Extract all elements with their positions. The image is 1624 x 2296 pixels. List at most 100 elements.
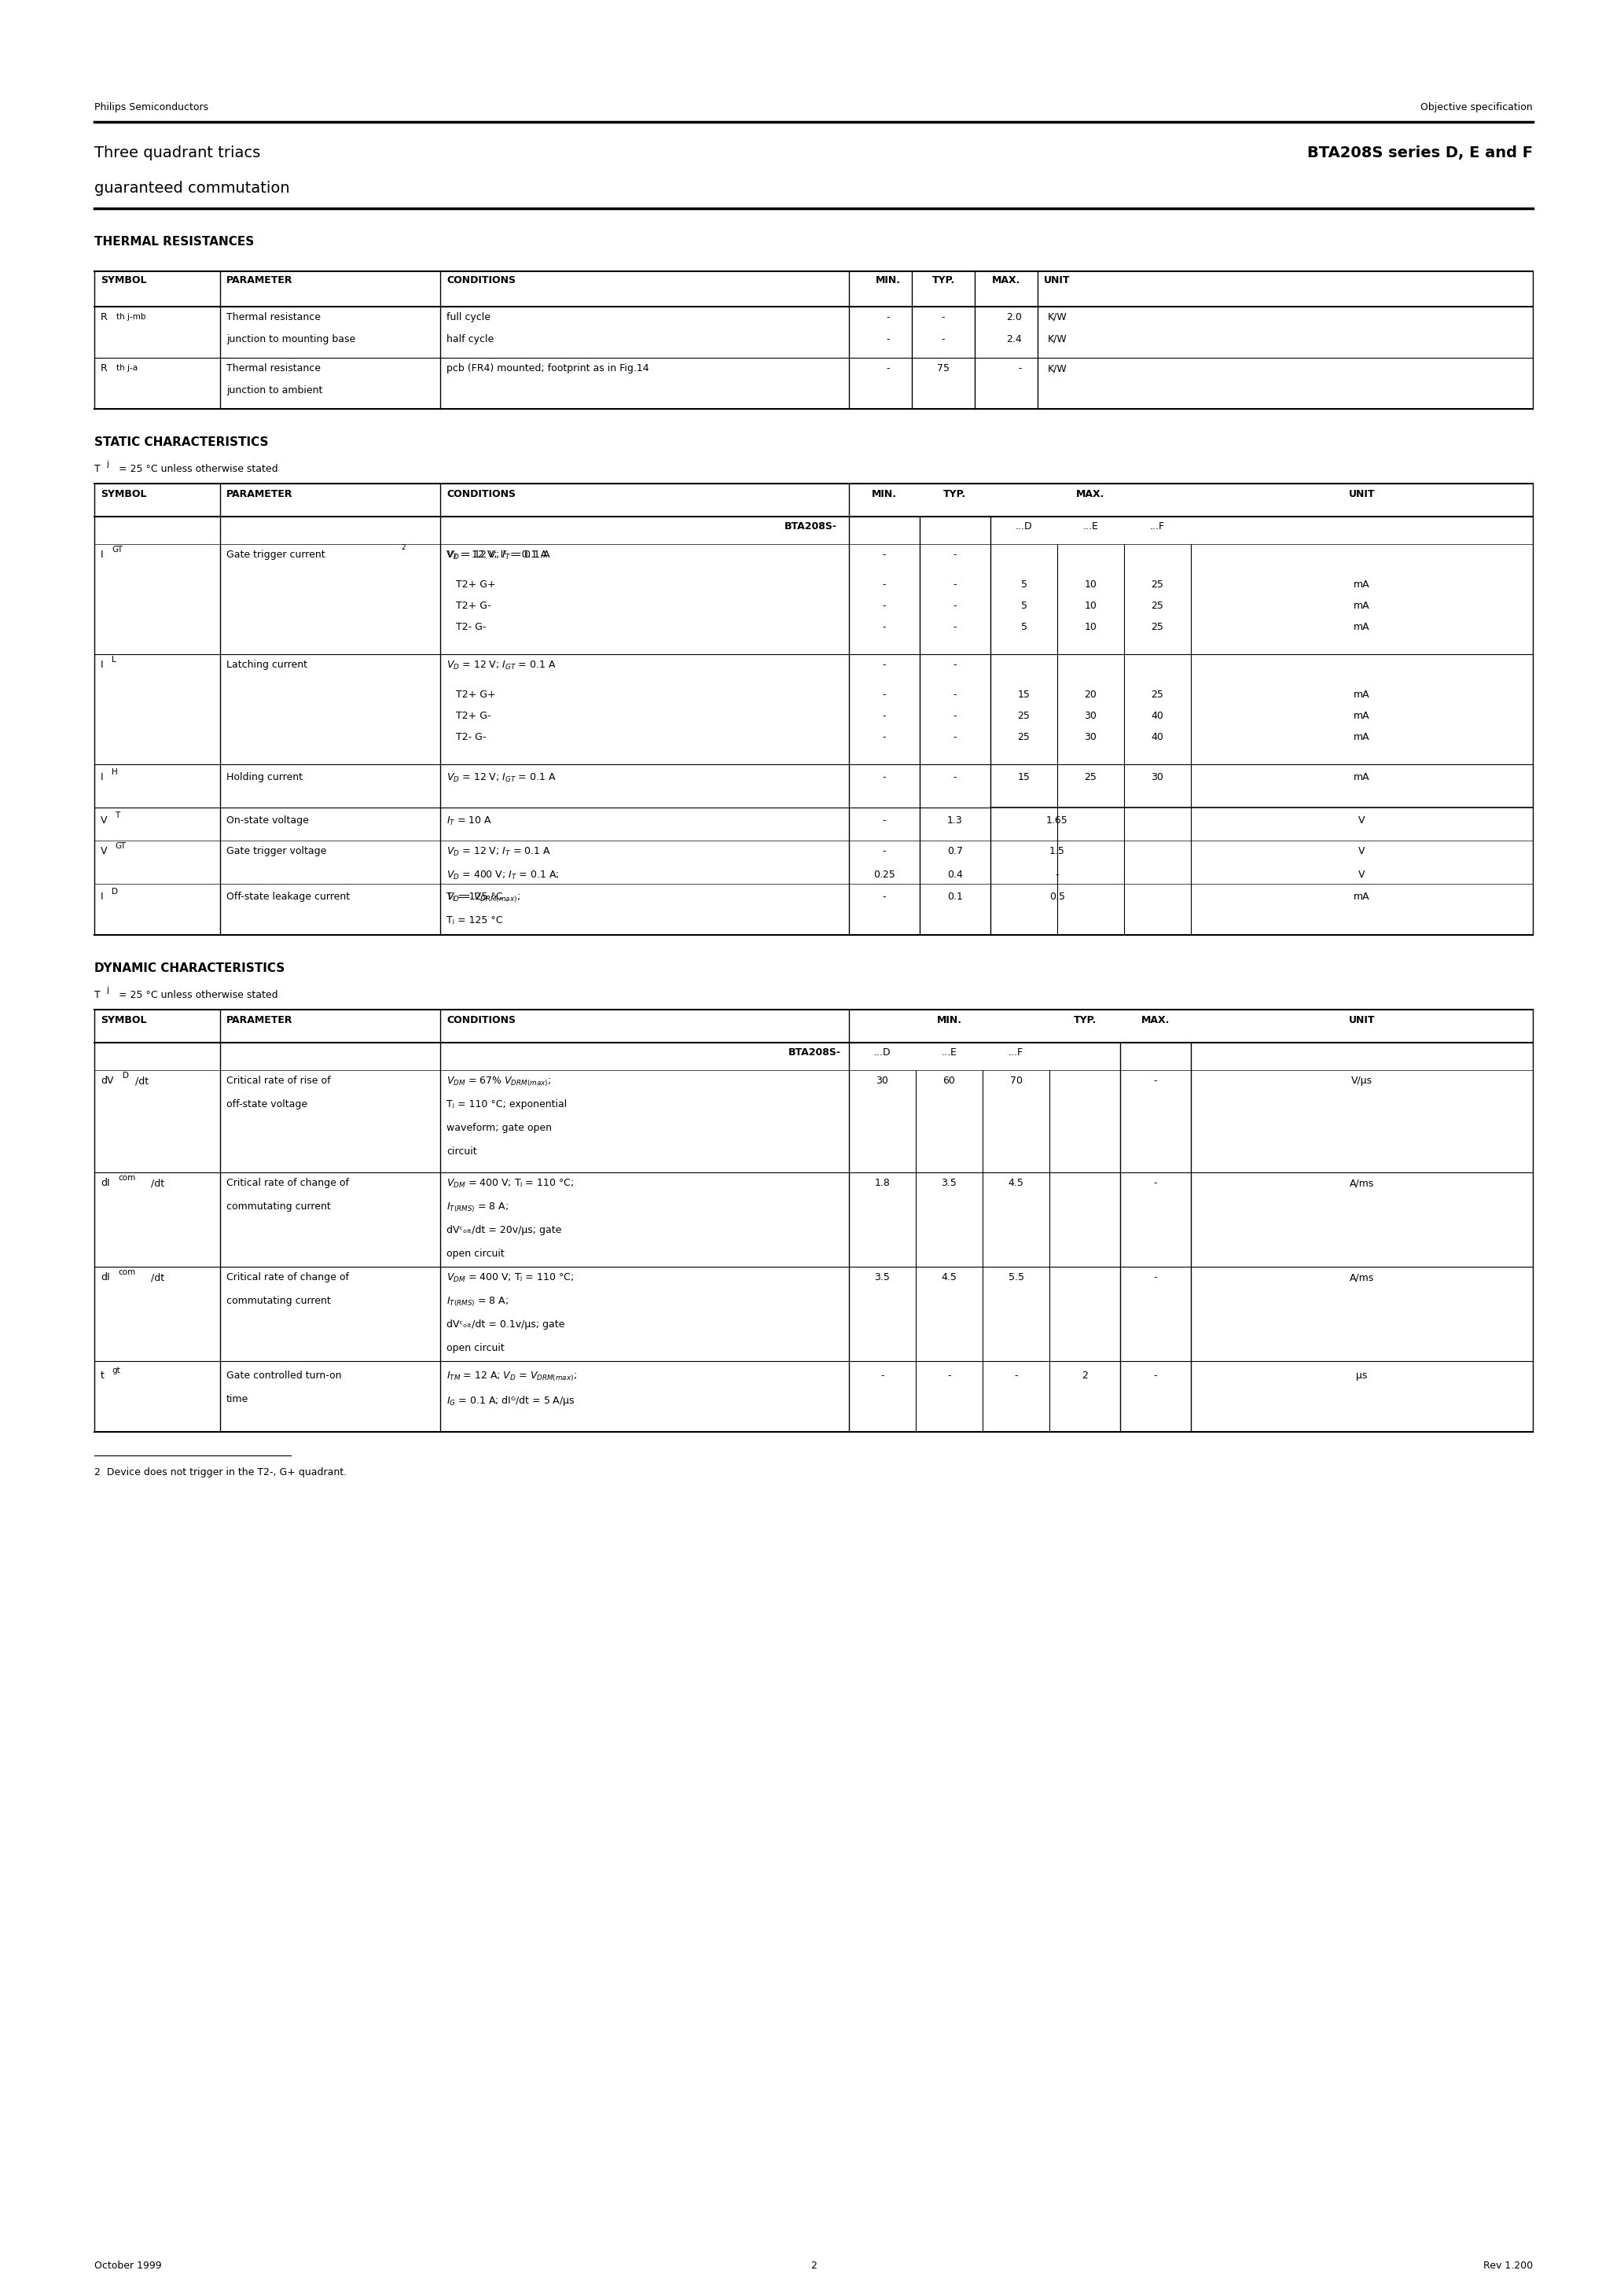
Text: V: V	[1359, 870, 1366, 879]
Text: -: -	[882, 732, 887, 742]
Text: MAX.: MAX.	[992, 276, 1020, 285]
Text: 30: 30	[1151, 771, 1164, 783]
Text: 40: 40	[1151, 732, 1164, 742]
Text: 10: 10	[1085, 622, 1096, 631]
Text: 10: 10	[1085, 579, 1096, 590]
Text: 0.5: 0.5	[1049, 891, 1065, 902]
Text: dVᶜₒₗₜ/dt = 0.1v/μs; gate: dVᶜₒₗₜ/dt = 0.1v/μs; gate	[447, 1320, 565, 1329]
Text: Gate trigger current: Gate trigger current	[226, 549, 325, 560]
Text: H: H	[112, 769, 117, 776]
Text: D: D	[123, 1072, 128, 1079]
Text: 1.65: 1.65	[1046, 815, 1069, 827]
Text: BTA208S series D, E and F: BTA208S series D, E and F	[1307, 145, 1533, 161]
Text: dI: dI	[101, 1178, 110, 1187]
Text: = 25 °C unless otherwise stated: = 25 °C unless otherwise stated	[115, 464, 278, 475]
Text: ...F: ...F	[1009, 1047, 1023, 1058]
Text: BTA208S-: BTA208S-	[784, 521, 836, 533]
Text: 2: 2	[401, 544, 406, 551]
Text: 5.5: 5.5	[1009, 1272, 1023, 1283]
Text: half cycle: half cycle	[447, 335, 494, 344]
Text: $V_{DM}$ = 400 V; Tⱼ = 110 °C;: $V_{DM}$ = 400 V; Tⱼ = 110 °C;	[447, 1178, 573, 1189]
Text: 20: 20	[1085, 689, 1096, 700]
Text: V: V	[101, 845, 107, 856]
Text: -: -	[887, 312, 890, 321]
Text: mA: mA	[1354, 891, 1371, 902]
Text: 2: 2	[1082, 1371, 1088, 1380]
Text: /dt: /dt	[151, 1272, 164, 1283]
Text: commutating current: commutating current	[226, 1295, 331, 1306]
Text: 25: 25	[1151, 602, 1164, 611]
Text: T2+ G+: T2+ G+	[447, 689, 495, 700]
Text: UNIT: UNIT	[1348, 489, 1376, 498]
Text: dV: dV	[101, 1075, 114, 1086]
Text: -: -	[882, 845, 887, 856]
Text: SYMBOL: SYMBOL	[101, 489, 146, 498]
Text: R: R	[101, 312, 107, 321]
Text: ...E: ...E	[942, 1047, 957, 1058]
Text: -: -	[953, 689, 957, 700]
Text: On-state voltage: On-state voltage	[226, 815, 309, 827]
Text: V₂ = 12 V; Iᵀ = 0.1 A: V₂ = 12 V; Iᵀ = 0.1 A	[447, 549, 547, 560]
Text: 4.5: 4.5	[942, 1272, 957, 1283]
Text: R: R	[101, 363, 107, 374]
Text: -: -	[1015, 1371, 1018, 1380]
Text: 5: 5	[1021, 622, 1026, 631]
Text: SYMBOL: SYMBOL	[101, 1015, 146, 1026]
Text: 2  Device does not trigger in the T2-, G+ quadrant.: 2 Device does not trigger in the T2-, G+…	[94, 1467, 348, 1476]
Text: Holding current: Holding current	[226, 771, 302, 783]
Text: MAX.: MAX.	[1142, 1015, 1169, 1026]
Text: Critical rate of change of: Critical rate of change of	[226, 1272, 349, 1283]
Text: A/ms: A/ms	[1350, 1272, 1374, 1283]
Text: Thermal resistance: Thermal resistance	[226, 363, 320, 374]
Text: I: I	[101, 771, 104, 783]
Text: GT: GT	[115, 843, 125, 850]
Text: 30: 30	[1085, 712, 1096, 721]
Text: K/W: K/W	[1047, 312, 1067, 321]
Text: -: -	[1153, 1075, 1158, 1086]
Text: pcb (FR4) mounted; footprint as in Fig.14: pcb (FR4) mounted; footprint as in Fig.1…	[447, 363, 650, 374]
Text: t: t	[101, 1371, 104, 1380]
Text: 0.4: 0.4	[947, 870, 963, 879]
Text: dVᶜₒₗₜ/dt = 20v/μs; gate: dVᶜₒₗₜ/dt = 20v/μs; gate	[447, 1226, 562, 1235]
Text: ...D: ...D	[874, 1047, 892, 1058]
Text: = 25 °C unless otherwise stated: = 25 °C unless otherwise stated	[115, 990, 278, 1001]
Text: junction to ambient: junction to ambient	[226, 386, 323, 395]
Text: 2.4: 2.4	[1007, 335, 1021, 344]
Text: 3.5: 3.5	[875, 1272, 890, 1283]
Text: 10: 10	[1085, 602, 1096, 611]
Text: PARAMETER: PARAMETER	[226, 276, 292, 285]
Text: mA: mA	[1354, 771, 1371, 783]
Text: open circuit: open circuit	[447, 1343, 505, 1352]
Text: gt: gt	[112, 1366, 120, 1375]
Text: Three quadrant triacs: Three quadrant triacs	[94, 145, 260, 161]
Text: 70: 70	[1010, 1075, 1021, 1086]
Text: MIN.: MIN.	[875, 276, 901, 285]
Text: $I_T$ = 10 A: $I_T$ = 10 A	[447, 815, 492, 827]
Text: j: j	[106, 985, 109, 994]
Text: Gate controlled turn-on: Gate controlled turn-on	[226, 1371, 341, 1380]
Text: -: -	[953, 732, 957, 742]
Text: 2.0: 2.0	[1007, 312, 1021, 321]
Text: THERMAL RESISTANCES: THERMAL RESISTANCES	[94, 236, 253, 248]
Text: T: T	[94, 990, 101, 1001]
Text: $V_D$ = 12 V; $I_T$ = 0.1 A: $V_D$ = 12 V; $I_T$ = 0.1 A	[447, 845, 551, 859]
Text: -: -	[882, 659, 887, 670]
Text: DYNAMIC CHARACTERISTICS: DYNAMIC CHARACTERISTICS	[94, 962, 284, 974]
Text: $V_D$ = 12 V; $I_{GT}$ = 0.1 A: $V_D$ = 12 V; $I_{GT}$ = 0.1 A	[447, 659, 555, 670]
Text: -: -	[882, 771, 887, 783]
Text: V: V	[1359, 815, 1366, 827]
Text: GT: GT	[112, 546, 123, 553]
Text: com: com	[119, 1267, 135, 1277]
Text: 1.8: 1.8	[875, 1178, 890, 1187]
Text: BTA208S-: BTA208S-	[788, 1047, 841, 1058]
Text: -: -	[953, 771, 957, 783]
Text: mA: mA	[1354, 579, 1371, 590]
Text: /dt: /dt	[151, 1178, 164, 1187]
Text: Off-state leakage current: Off-state leakage current	[226, 891, 349, 902]
Text: Critical rate of change of: Critical rate of change of	[226, 1178, 349, 1187]
Text: $V_D$ = 12 V; $I_T$ = 0.1 A: $V_D$ = 12 V; $I_T$ = 0.1 A	[447, 549, 551, 563]
Text: I: I	[101, 891, 104, 902]
Text: 25: 25	[1085, 771, 1096, 783]
Text: October 1999: October 1999	[94, 2262, 162, 2271]
Text: μs: μs	[1356, 1371, 1367, 1380]
